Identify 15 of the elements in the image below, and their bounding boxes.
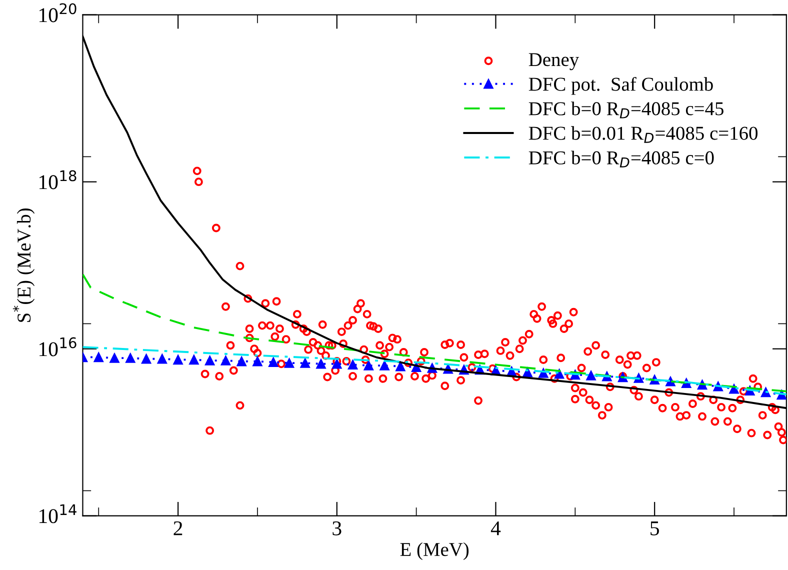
y-tick-label: 10$^{18}$	[40, 170, 76, 190]
legend-label: DFC b=0.01 R$_{D}$=4085 c=160	[528, 126, 758, 143]
x-tick-label: 4	[490, 521, 501, 536]
y-tick-label: 10$^{16}$	[40, 337, 76, 356]
legend-label: DFC b=0 R$_{D}$=4085 c=0	[528, 150, 714, 168]
x-tick-label: 2	[174, 521, 182, 536]
y-tick-label: 10$^{20}$	[40, 3, 76, 22]
x-axis-title: E (MeV)	[400, 542, 469, 560]
x-tick-label: 3	[332, 521, 342, 536]
x-tick-label: 5	[650, 522, 659, 536]
legend-label: DFC pot. Saf Coulomb	[528, 76, 713, 95]
y-axis-title: S$^{*}$(E) (MeV.b)	[12, 208, 35, 322]
legend-label: DFC b=0 R$_{D}$=4085 c=45	[528, 102, 724, 118]
legend-label: Deney	[528, 53, 580, 70]
y-tick-label: 10$^{14}$	[40, 504, 76, 524]
